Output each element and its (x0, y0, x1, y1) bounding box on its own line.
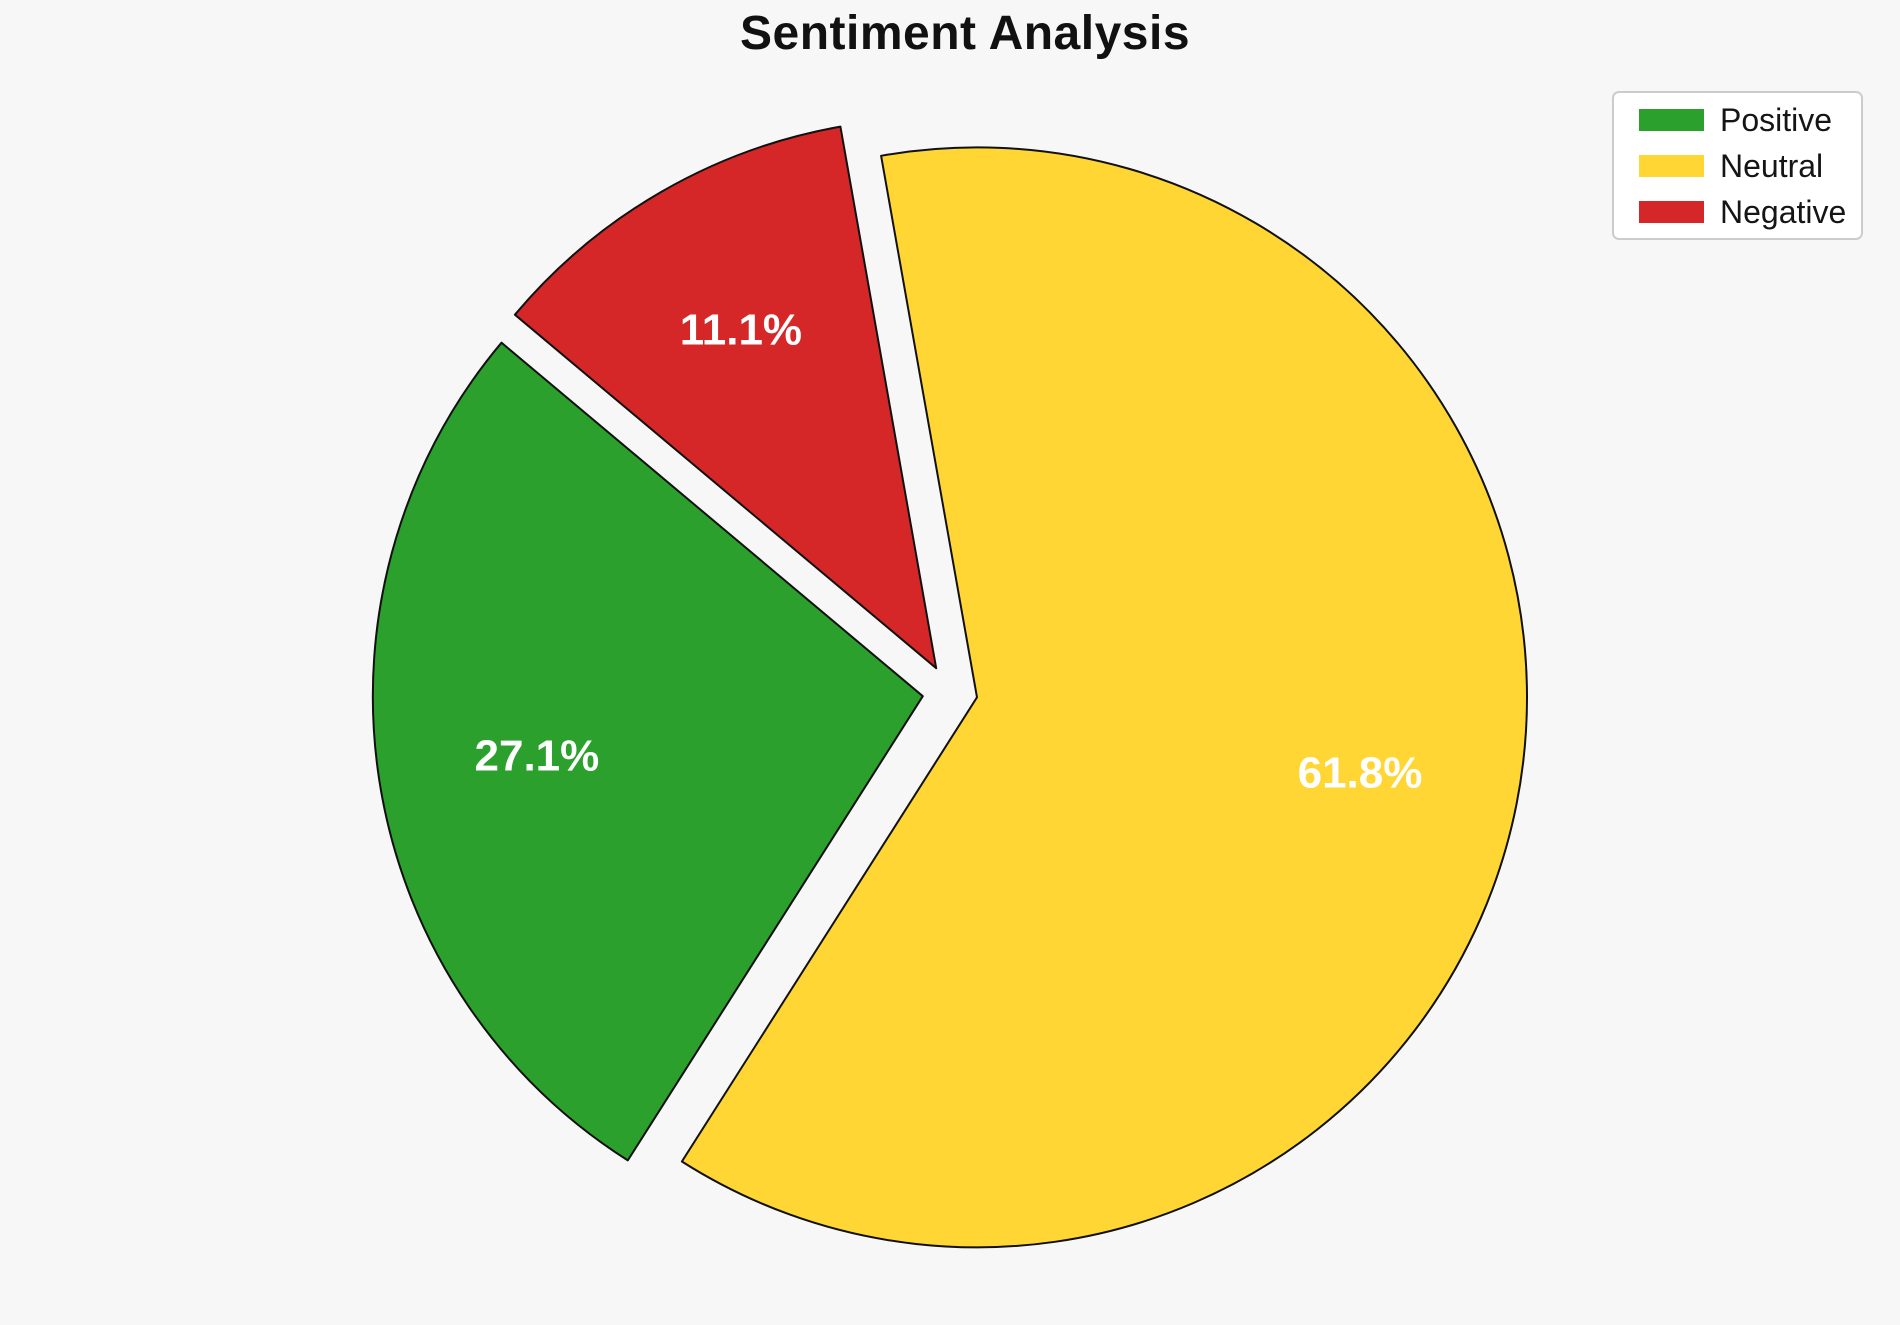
pct-label-neutral: 61.8% (1298, 749, 1423, 798)
legend-item-positive: Positive (1639, 97, 1861, 143)
pie-slice-negative (513, 125, 938, 670)
legend-swatch-positive-icon (1639, 108, 1704, 131)
legend-box: Positive Neutral Negative (1612, 91, 1863, 240)
legend-label-neutral: Neutral (1720, 147, 1824, 184)
chart-title: Sentiment Analysis (739, 7, 1191, 60)
legend-swatch-negative-icon (1639, 200, 1704, 223)
pct-label-positive: 27.1% (475, 731, 600, 780)
legend-label-positive: Positive (1720, 101, 1833, 138)
pie-slice-neutral (680, 146, 1528, 1249)
legend-label-negative: Negative (1720, 193, 1847, 230)
pct-label-negative: 11.1% (680, 306, 802, 355)
legend-item-neutral: Neutral (1639, 143, 1861, 189)
legend-item-negative: Negative (1639, 189, 1861, 235)
pie-slice-positive (371, 341, 924, 1162)
legend-swatch-neutral-icon (1639, 154, 1704, 177)
